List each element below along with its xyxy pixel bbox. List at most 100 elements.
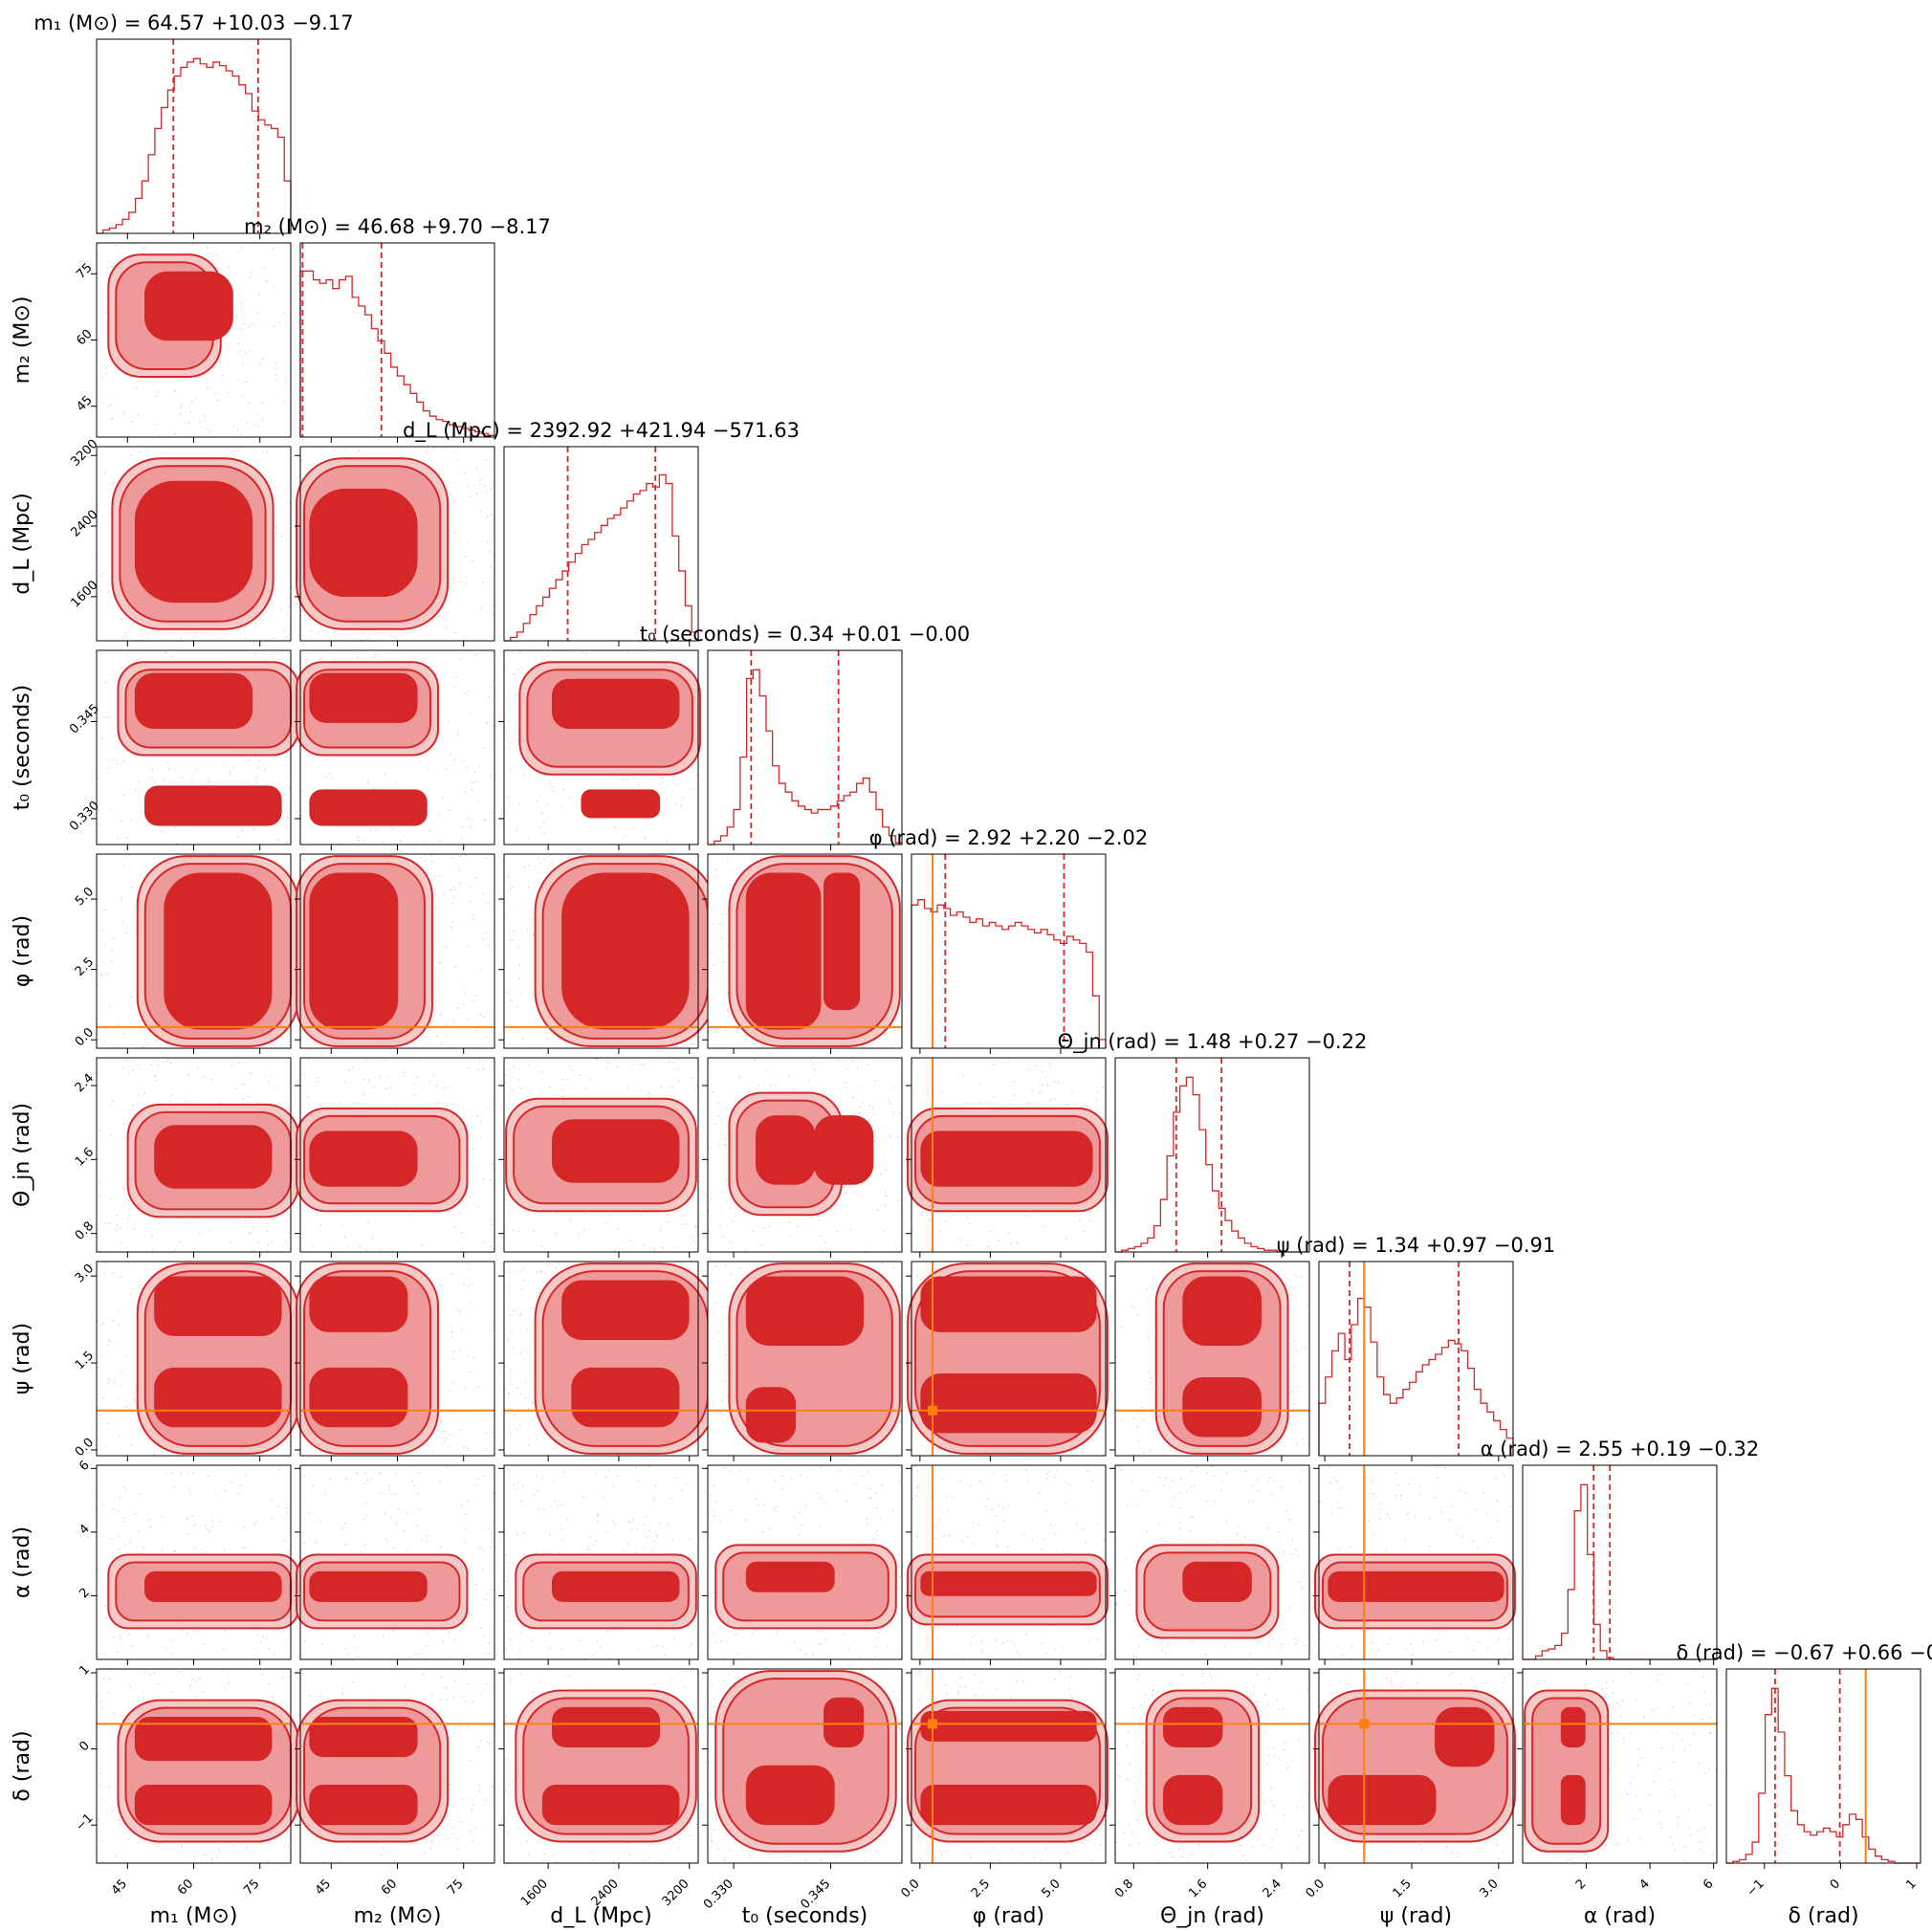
scatter-point: [1117, 1465, 1119, 1467]
scatter-point: [270, 1499, 273, 1502]
scatter-point: [1102, 1086, 1105, 1088]
scatter-point: [681, 797, 684, 800]
scatter-point: [158, 1682, 161, 1685]
scatter-point: [121, 899, 123, 901]
scatter-point: [642, 1524, 645, 1526]
y-tick-label: 2: [77, 1586, 92, 1601]
scatter-point: [592, 1655, 594, 1657]
contour-inner: [309, 1276, 408, 1332]
contour-inner: [309, 789, 428, 826]
scatter-point: [424, 859, 427, 862]
scatter-point: [713, 1509, 714, 1511]
scatter-point: [921, 1213, 923, 1215]
scatter-point: [472, 918, 474, 920]
scatter-point: [356, 656, 359, 659]
scatter-point: [511, 1383, 513, 1386]
scatter-point: [521, 1038, 524, 1040]
scatter-point: [476, 1115, 478, 1117]
scatter-point: [235, 317, 237, 318]
scatter-point: [215, 253, 218, 256]
scatter-point: [926, 1638, 929, 1641]
scatter-point: [134, 1513, 137, 1516]
scatter-point: [123, 1188, 125, 1191]
scatter-point: [262, 1636, 265, 1637]
scatter-point: [1124, 1558, 1126, 1560]
scatter-point: [489, 1652, 491, 1655]
y-tick-label: 5.0: [73, 885, 97, 909]
scatter-point: [485, 1432, 488, 1434]
scatter-point: [793, 1516, 795, 1519]
scatter-point: [1011, 1640, 1014, 1643]
contour-inner: [144, 271, 233, 341]
scatter-point: [416, 1525, 419, 1526]
scatter-point: [329, 773, 331, 775]
scatter-point: [490, 1218, 492, 1220]
scatter-point: [104, 1222, 106, 1225]
scatter-point: [756, 1498, 758, 1501]
scatter-point: [463, 1541, 466, 1544]
scatter-point: [695, 774, 698, 777]
scatter-point: [145, 1043, 148, 1044]
scatter-point: [1196, 1465, 1197, 1468]
scatter-point: [1132, 1655, 1135, 1658]
scatter-point: [977, 1524, 980, 1526]
scatter-point: [278, 1468, 280, 1470]
scatter-point: [1064, 1503, 1066, 1504]
scatter-point: [464, 993, 466, 996]
scatter-point: [351, 1103, 353, 1105]
panel-frame: [503, 853, 699, 1049]
contour-inner: [552, 678, 680, 729]
scatter-point: [735, 1634, 736, 1636]
scatter-point: [161, 1515, 164, 1518]
scatter-point: [261, 1673, 263, 1676]
scatter-point: [859, 1106, 862, 1109]
scatter-point: [242, 362, 244, 365]
scatter-point: [369, 630, 372, 632]
scatter-point: [450, 1325, 452, 1327]
scatter-point: [954, 1214, 955, 1217]
scatter-point: [363, 1482, 365, 1485]
scatter-point: [1307, 1304, 1309, 1306]
scatter-point: [727, 991, 729, 994]
scatter-point: [137, 1094, 140, 1096]
scatter-point: [300, 746, 302, 748]
scatter-point: [367, 1081, 370, 1083]
scatter-point: [1045, 1652, 1048, 1654]
scatter-point: [774, 1508, 776, 1510]
scatter-point: [1040, 1083, 1042, 1086]
scatter-point: [105, 716, 107, 718]
scatter-point: [417, 1493, 419, 1495]
scatter-point: [1056, 1469, 1058, 1471]
scatter-point: [709, 1147, 711, 1150]
scatter-point: [201, 1548, 203, 1550]
scatter-point: [311, 463, 314, 466]
scatter-point: [470, 886, 472, 888]
scatter-point: [224, 1630, 227, 1632]
scatter-point: [578, 1233, 580, 1236]
contour-panel-m2-psi: [295, 1261, 495, 1461]
scatter-point: [546, 1038, 548, 1041]
scatter-point: [1155, 1430, 1158, 1432]
scatter-point: [450, 889, 452, 890]
scatter-point: [454, 531, 457, 534]
scatter-point: [278, 782, 280, 785]
scatter-point: [249, 276, 252, 278]
scatter-point: [893, 1428, 896, 1431]
scatter-point: [463, 1283, 465, 1285]
scatter-point: [493, 1492, 494, 1494]
scatter-point: [1046, 1085, 1048, 1087]
scatter-point: [149, 1673, 151, 1676]
scatter-point: [714, 868, 716, 871]
scatter-point: [961, 1657, 964, 1659]
scatter-point: [937, 1627, 940, 1630]
scatter-point: [108, 767, 110, 770]
scatter-point: [978, 1481, 981, 1483]
scatter-point: [1025, 1634, 1027, 1636]
scatter-point: [477, 1478, 480, 1480]
scatter-point: [1025, 1215, 1027, 1218]
scatter-point: [1300, 1469, 1303, 1472]
scatter-point: [668, 1060, 670, 1063]
scatter-point: [592, 1543, 594, 1546]
scatter-point: [898, 1012, 900, 1015]
